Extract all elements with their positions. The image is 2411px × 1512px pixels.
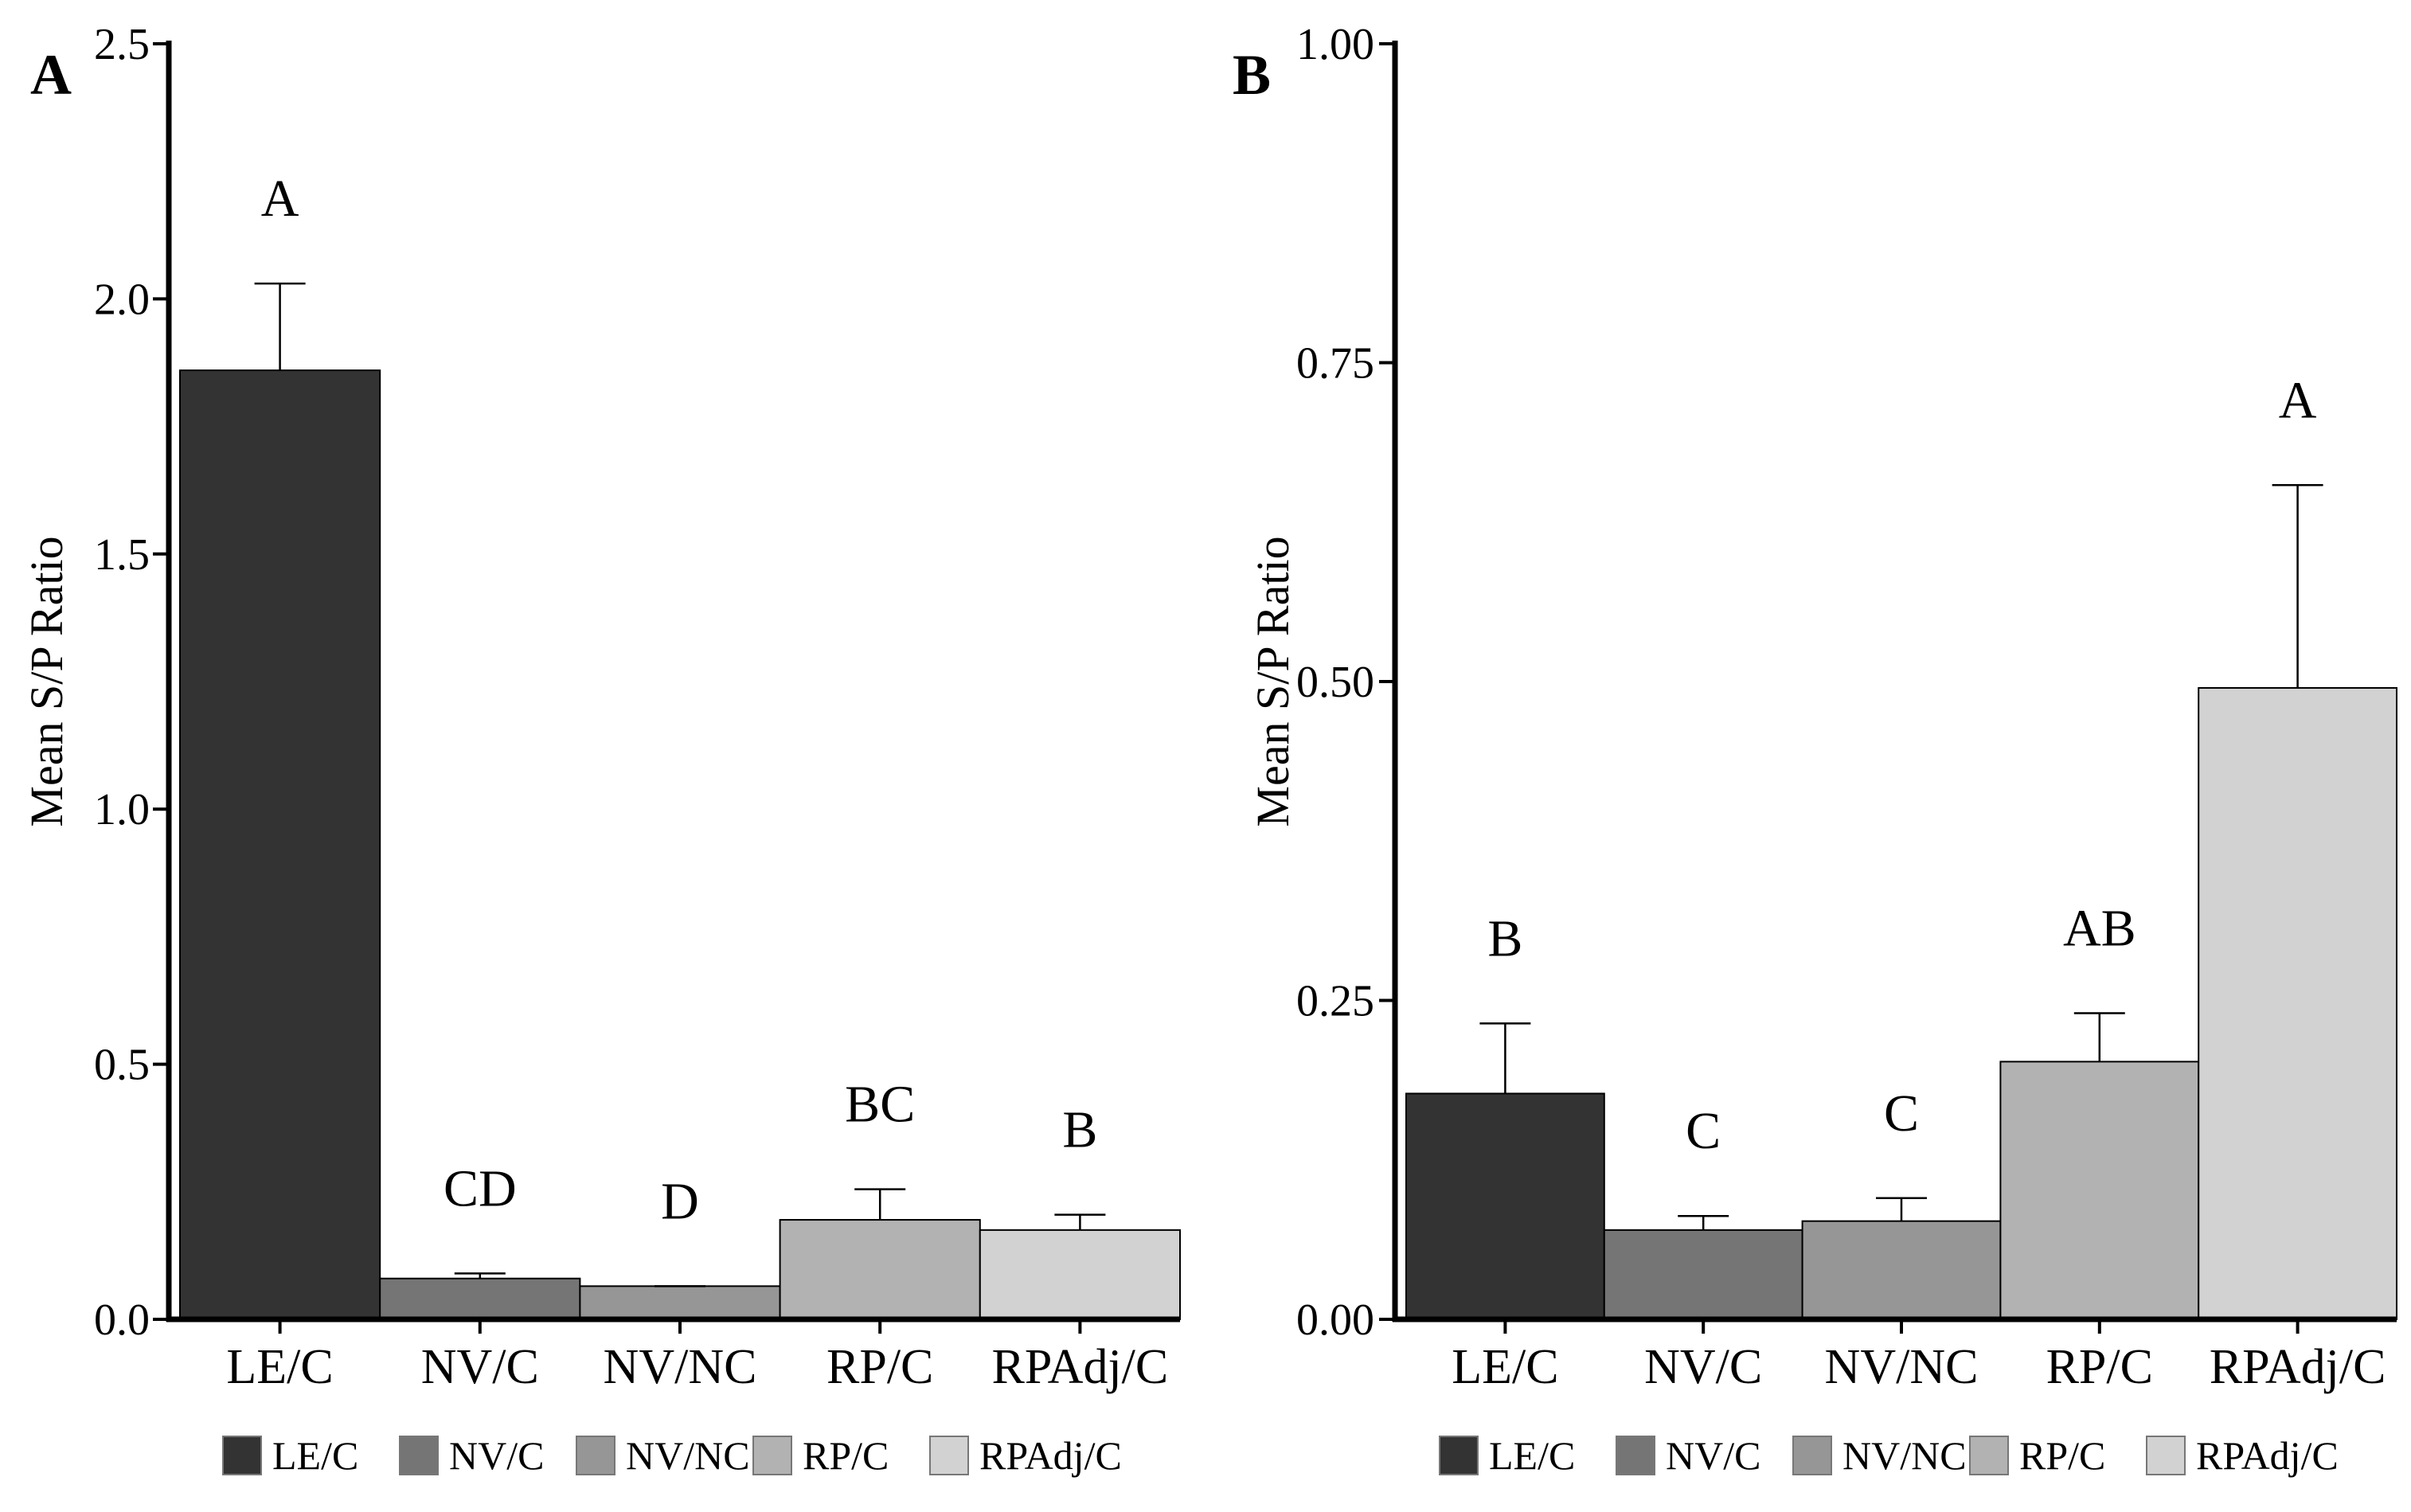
y-tick-label: 1.0 — [94, 785, 150, 834]
significance-label: CD — [444, 1159, 517, 1217]
significance-label: A — [2279, 371, 2317, 429]
legend-swatch — [929, 1436, 969, 1475]
bar-nv-c — [379, 1277, 581, 1320]
bar-nv-nc — [1801, 1220, 2002, 1320]
y-tick-label: 1.00 — [1296, 20, 1374, 69]
legend-swatch — [1792, 1436, 1832, 1475]
y-tick-label: 0.50 — [1296, 658, 1374, 707]
legend-swatch — [1616, 1436, 1655, 1475]
legend-swatch — [2146, 1436, 2186, 1475]
y-axis-title: Mean S/P Ratio — [21, 536, 72, 826]
x-tick-label: NV/NC — [604, 1340, 757, 1394]
y-axis-title: Mean S/P Ratio — [1247, 536, 1299, 826]
significance-label: B — [1062, 1101, 1097, 1159]
bar-le-c — [1405, 1092, 1605, 1321]
significance-label: C — [1884, 1084, 1919, 1143]
bar-nv-c — [1603, 1229, 1803, 1320]
bar-nv-nc — [579, 1285, 781, 1321]
x-tick-label: LE/C — [1452, 1340, 1558, 1394]
bar-le-c — [179, 369, 381, 1320]
panel-a: A Mean S/P Ratio A LE/C CD NV/C D NV/NC BC RP/C B R… — [21, 20, 1182, 1478]
y-tick-label: 0.75 — [1296, 339, 1374, 389]
legend-label: NV/C — [1666, 1433, 1760, 1478]
panel-b: B Mean S/P Ratio B LE/C C NV/C C NV/NC AB RP/C A RP… — [1233, 20, 2397, 1478]
y-tick-label: 0.5 — [94, 1041, 150, 1090]
legend-swatch — [752, 1436, 792, 1475]
significance-label: C — [1686, 1102, 1721, 1160]
significance-label: D — [661, 1172, 699, 1230]
x-tick-label: RPAdj/C — [992, 1340, 1169, 1394]
legend-swatch — [399, 1436, 439, 1475]
x-tick-label: NV/NC — [1825, 1340, 1979, 1394]
panel-label: B — [1233, 43, 1271, 107]
y-tick-label: 0.25 — [1296, 977, 1374, 1026]
x-tick-label: RPAdj/C — [2210, 1340, 2386, 1394]
legend-label: RP/C — [803, 1433, 889, 1478]
legend-label: NV/NC — [1842, 1433, 1967, 1478]
legend-swatch — [222, 1436, 262, 1475]
legend-swatch — [1969, 1436, 2009, 1475]
x-tick-label: RP/C — [2046, 1340, 2153, 1394]
panel-label: A — [30, 43, 72, 107]
y-tick-label: 1.5 — [94, 530, 150, 580]
significance-label: AB — [2063, 900, 2136, 958]
legend-label: NV/C — [449, 1433, 544, 1478]
bar-rpadj-c — [2198, 687, 2397, 1320]
legend-swatch — [576, 1436, 615, 1475]
y-tick-label: 2.5 — [94, 20, 150, 69]
bar-rp-c — [779, 1219, 981, 1320]
y-tick-label: 0.0 — [94, 1295, 150, 1345]
x-tick-label: NV/C — [421, 1340, 539, 1394]
legend-label: LE/C — [272, 1433, 358, 1478]
x-tick-label: LE/C — [226, 1340, 333, 1394]
legend-label: NV/NC — [626, 1433, 750, 1478]
y-tick-label: 2.0 — [94, 275, 150, 324]
legend-label: RPAdj/C — [2196, 1433, 2339, 1478]
bar-rpadj-c — [979, 1229, 1182, 1320]
legend-swatch — [1439, 1436, 1479, 1475]
legend-label: LE/C — [1489, 1433, 1575, 1478]
x-tick-label: NV/C — [1644, 1340, 1762, 1394]
bar-rp-c — [1999, 1061, 2200, 1320]
legend-label: RP/C — [2019, 1433, 2105, 1478]
legend-label: RPAdj/C — [979, 1433, 1122, 1478]
x-tick-label: RP/C — [826, 1340, 933, 1394]
significance-label: B — [1487, 909, 1522, 967]
y-tick-label: 0.00 — [1296, 1295, 1374, 1345]
significance-label: A — [261, 170, 299, 228]
significance-label: BC — [845, 1076, 915, 1134]
